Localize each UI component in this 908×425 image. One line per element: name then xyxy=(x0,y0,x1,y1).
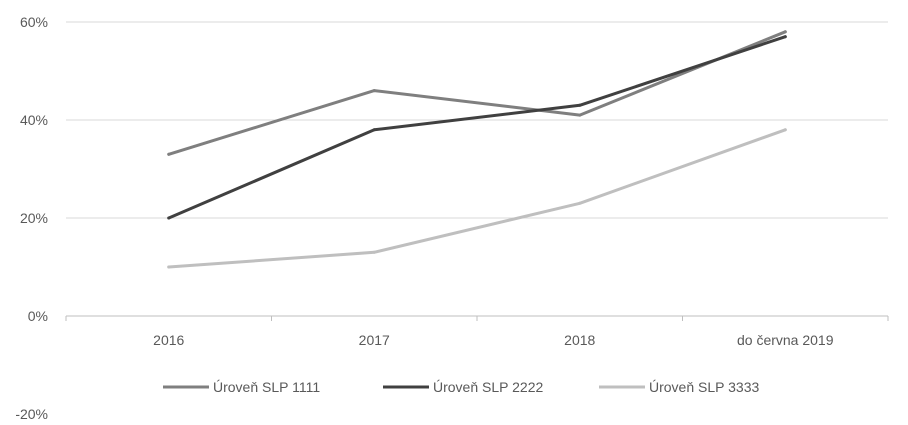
series-line-3 xyxy=(167,128,787,269)
legend-label: Úroveň SLP 3333 xyxy=(649,379,759,395)
x-tick-label: 2017 xyxy=(359,332,390,348)
series-line-2 xyxy=(167,35,787,220)
x-tick-label: 2018 xyxy=(564,332,595,348)
y-tick-label: 60% xyxy=(20,14,48,30)
data-point xyxy=(783,35,787,39)
data-point xyxy=(372,128,376,132)
x-tick-label: do června 2019 xyxy=(737,332,834,348)
legend-label: Úroveň SLP 1111 xyxy=(213,379,320,395)
data-point xyxy=(167,216,171,220)
y-tick-label: 0% xyxy=(28,308,48,324)
x-axis: 2016 2017 2018 do června 2019 xyxy=(65,316,889,348)
data-point xyxy=(783,30,787,34)
data-point xyxy=(578,103,582,107)
data-point xyxy=(578,113,582,117)
series-line-1 xyxy=(167,30,787,156)
y-axis: 60% 40% 20% 0% -20% xyxy=(15,14,48,422)
x-tick-label: 2016 xyxy=(153,332,184,348)
data-point xyxy=(372,89,376,93)
data-point xyxy=(167,152,171,156)
data-point xyxy=(783,128,787,132)
legend: Úroveň SLP 1111 Úroveň SLP 2222 Úroveň SLP… xyxy=(163,379,759,395)
data-point xyxy=(578,201,582,205)
data-point xyxy=(167,265,171,269)
data-point xyxy=(372,250,376,254)
y-tick-label: 40% xyxy=(20,112,48,128)
y-tick-label: 20% xyxy=(20,210,48,226)
y-tick-label: -20% xyxy=(15,406,48,420)
series-lines xyxy=(167,30,787,269)
gridlines xyxy=(66,21,888,317)
legend-label: Úroveň SLP 2222 xyxy=(433,379,543,395)
